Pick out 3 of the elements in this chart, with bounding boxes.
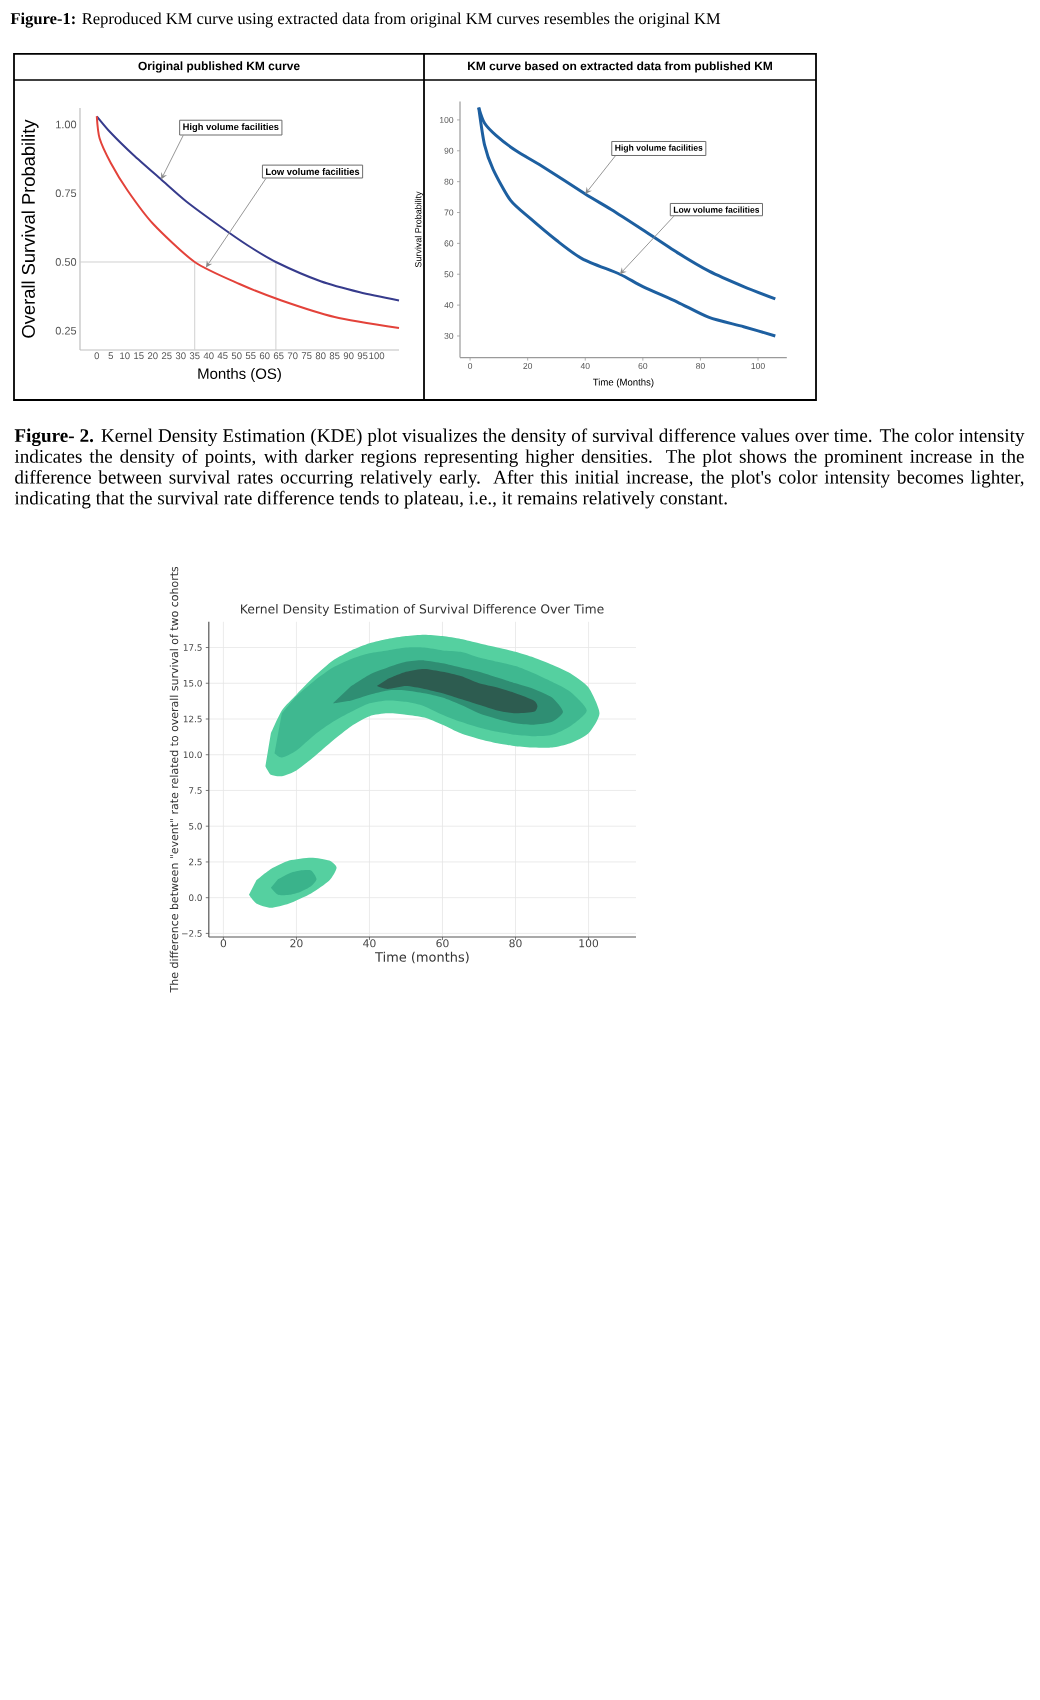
y-axis-title: Overall Survival Probability — [21, 119, 39, 338]
text: Figure- 2. Kernel Density Estimation (KDE) plot visualizes the density of survival difference values over time. The color intensity indicates the density of points, with darker regions representing higher densities. The plot shows the prominent increase in the difference between survival rates occurring relatively early. After this initial increase, the plot's color intensity becomes lighter, indicating that the survival rate difference tends to plateau, i.e., it remains relatively constant. — [14, 428, 1025, 509]
text: Figure-1: Reproduced KM curve using extracted data from original KM curves resembles the original KM — [10, 12, 721, 28]
